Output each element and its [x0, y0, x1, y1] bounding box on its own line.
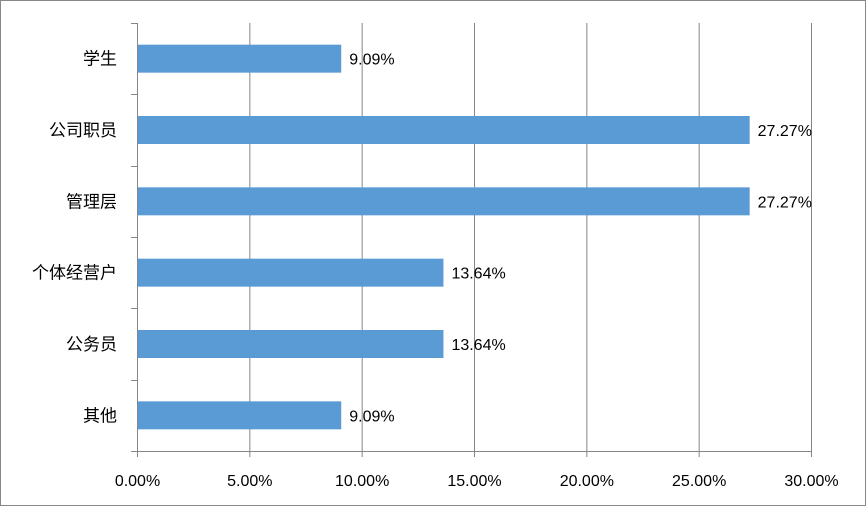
x-tick-label-6: 30.00%	[784, 473, 838, 490]
category-label-5: 其他	[83, 406, 117, 426]
category-label-2: 管理层	[66, 192, 117, 212]
data-label-1: 27.27%	[758, 123, 812, 140]
x-tick-label-5: 25.00%	[672, 473, 726, 490]
bar-5	[138, 401, 342, 430]
x-tick-label-0: 0.00%	[115, 473, 160, 490]
data-label-2: 27.27%	[758, 194, 812, 211]
labels: 9.09% 学生 27.27% 公司职员 27.27% 管理层 13.64% 个体经营户 13.…	[32, 50, 839, 490]
bar-4	[138, 330, 444, 358]
data-label-4: 13.64%	[451, 337, 505, 354]
category-label-0: 学生	[83, 50, 117, 70]
axes	[131, 23, 812, 457]
category-label-4: 公务员	[66, 335, 117, 355]
category-label-1: 公司职员	[49, 121, 117, 141]
data-label-5: 9.09%	[349, 408, 394, 425]
x-tick-label-2: 10.00%	[335, 473, 389, 490]
bar-0	[138, 44, 342, 73]
bars	[138, 44, 750, 430]
gridlines	[249, 23, 812, 451]
x-tick-label-4: 20.00%	[560, 473, 614, 490]
x-tick-label-1: 5.00%	[227, 473, 272, 490]
bar-2	[138, 187, 750, 216]
bar-3	[138, 258, 444, 287]
data-label-3: 13.64%	[451, 266, 505, 283]
bar-1	[138, 116, 750, 144]
x-tick-label-3: 15.00%	[447, 473, 501, 490]
data-label-0: 9.09%	[349, 52, 394, 69]
category-label-3: 个体经营户	[32, 264, 117, 284]
